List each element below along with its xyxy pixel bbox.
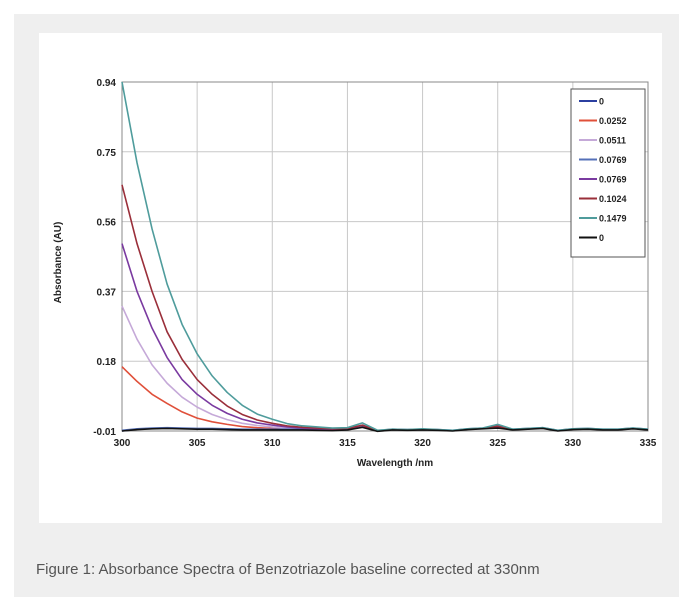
figure-caption: Figure 1: Absorbance Spectra of Benzotri… [36,561,540,578]
legend-label: 0.1479 [599,214,627,224]
y-axis-label: Absorbance (AU) [53,222,64,304]
x-tick-label: 315 [339,438,356,449]
legend-label: 0.0769 [599,155,627,165]
y-tick-label: 0.18 [97,357,117,368]
series-line-6 [121,81,649,432]
legend-label: 0.0769 [599,175,627,185]
y-tick-label: 0.37 [97,287,117,298]
y-tick-label: 0.94 [97,78,117,89]
y-tick-label: 0.75 [97,148,117,159]
legend-label: 0.0252 [599,116,627,126]
series-line-7 [121,426,649,433]
series-line-2 [121,305,649,432]
absorbance-line-chart: 300 305 310 315 320 325 330 335 -0.01 0.18 0.37 0.5… [53,78,657,469]
x-tick-label: 310 [264,438,281,449]
x-tick-label: 325 [489,438,506,449]
x-tick-label: 320 [414,438,431,449]
chart-panel: 300 305 310 315 320 325 330 335 -0.01 0.18 0.37 0.5… [39,33,662,523]
x-tick-label: 305 [189,438,206,449]
y-tick-label: -0.01 [93,427,116,438]
series-line-1 [121,366,649,432]
legend-label: 0 [599,97,604,107]
x-tick-label: 300 [114,438,131,449]
y-tick-label: 0.56 [97,218,117,229]
plot-area-border [121,81,649,432]
figure-card: 300 305 310 315 320 325 330 335 -0.01 0.18 0.37 0.5… [14,14,679,597]
x-tick-label: 330 [565,438,582,449]
x-axis-label: Wavelength /nm [357,458,433,469]
legend-label: 0.0511 [599,136,626,146]
legend-label: 0 [599,233,604,243]
x-tick-label: 335 [640,438,657,449]
legend-label: 0.1024 [599,194,627,204]
legend-box [570,88,646,258]
series-line-4 [121,243,649,432]
